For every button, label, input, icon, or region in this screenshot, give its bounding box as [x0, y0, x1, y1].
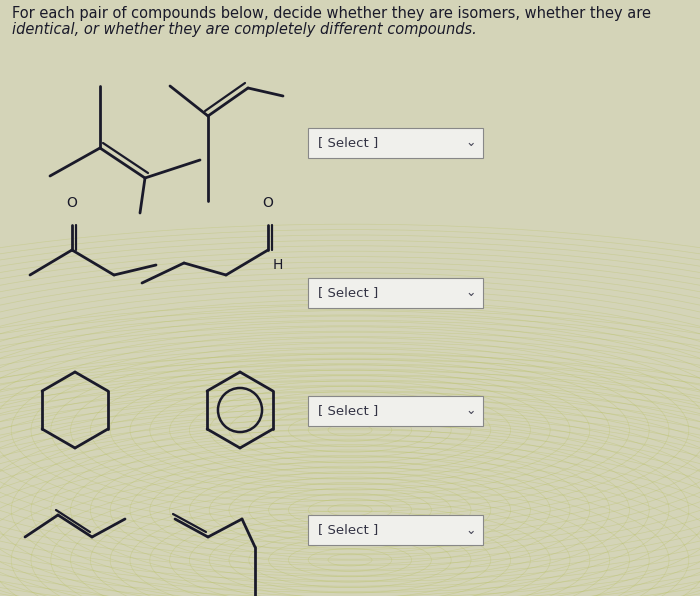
Text: O: O — [66, 196, 78, 210]
Text: identical, or whether they are completely different compounds.: identical, or whether they are completel… — [12, 22, 477, 37]
Text: [ Select ]: [ Select ] — [318, 405, 378, 418]
FancyBboxPatch shape — [308, 128, 483, 158]
Text: [ Select ]: [ Select ] — [318, 287, 378, 300]
Text: ⌄: ⌄ — [466, 523, 476, 536]
FancyBboxPatch shape — [308, 278, 483, 308]
FancyBboxPatch shape — [308, 515, 483, 545]
Text: ⌄: ⌄ — [466, 287, 476, 300]
Text: [ Select ]: [ Select ] — [318, 523, 378, 536]
Text: [ Select ]: [ Select ] — [318, 136, 378, 150]
FancyBboxPatch shape — [308, 396, 483, 426]
Text: H: H — [273, 258, 284, 272]
Text: ⌄: ⌄ — [466, 136, 476, 150]
Text: For each pair of compounds below, decide whether they are isomers, whether they : For each pair of compounds below, decide… — [12, 6, 651, 21]
Text: O: O — [262, 196, 274, 210]
Text: ⌄: ⌄ — [466, 405, 476, 418]
